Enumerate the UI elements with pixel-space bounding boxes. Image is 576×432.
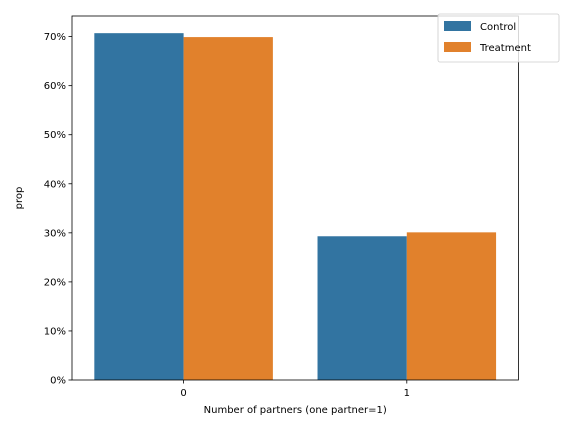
legend-swatch-treatment — [444, 42, 471, 52]
bar-control-0 — [94, 33, 184, 381]
legend-label-control: Control — [480, 22, 516, 33]
legend: Control Treatment — [437, 13, 560, 63]
x-tick-label: 0 — [180, 388, 186, 399]
y-axis-label: prop — [14, 187, 25, 210]
y-tick-label: 10% — [44, 326, 66, 337]
y-tick-label: 30% — [44, 228, 66, 239]
bar-treatment-1 — [406, 232, 497, 380]
y-tick-label: 0% — [50, 376, 66, 387]
plot-frame — [71, 15, 519, 381]
legend-label-treatment: Treatment — [479, 43, 531, 54]
legend-swatch-control — [444, 21, 471, 31]
bars-group — [94, 33, 497, 381]
y-tick-label: 50% — [44, 130, 66, 141]
bar-treatment-0 — [183, 37, 273, 381]
y-tick-label: 70% — [44, 32, 66, 43]
x-axis-label: Number of partners (one partner=1) — [204, 405, 387, 416]
y-tick-label: 60% — [44, 81, 66, 92]
y-axis-ticks: 0% 10% 20% 30% 40% 50% 60% 70% — [44, 32, 72, 387]
y-tick-label: 20% — [44, 277, 66, 288]
x-tick-label: 1 — [404, 388, 410, 399]
bar-control-1 — [317, 236, 407, 380]
y-tick-label: 40% — [44, 179, 66, 190]
